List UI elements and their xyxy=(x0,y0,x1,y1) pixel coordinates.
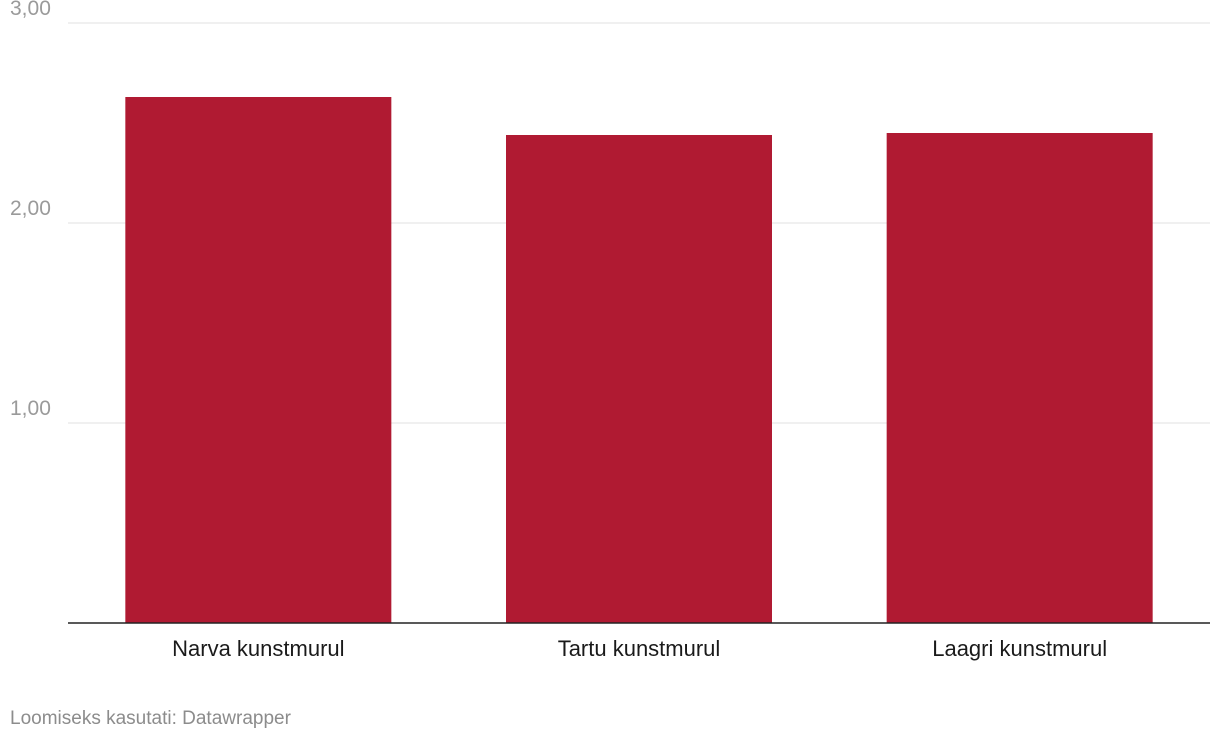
y-tick-label: 1,00 xyxy=(10,397,51,420)
x-category-label: Tartu kunstmurul xyxy=(558,636,721,661)
credit-text: Loomiseks kasutati: Datawrapper xyxy=(10,708,291,729)
x-category-label: Narva kunstmurul xyxy=(172,636,344,661)
bar xyxy=(506,135,772,623)
bar-chart: 1,00 2,00 3,00 Narva kunstmurul Tartu kunstm… xyxy=(10,0,1210,661)
bar xyxy=(886,133,1153,623)
bar xyxy=(125,97,392,623)
y-tick-label: 2,00 xyxy=(10,197,51,220)
y-tick-label: 3,00 xyxy=(10,0,51,20)
x-category-label: Laagri kunstmurul xyxy=(932,636,1107,661)
